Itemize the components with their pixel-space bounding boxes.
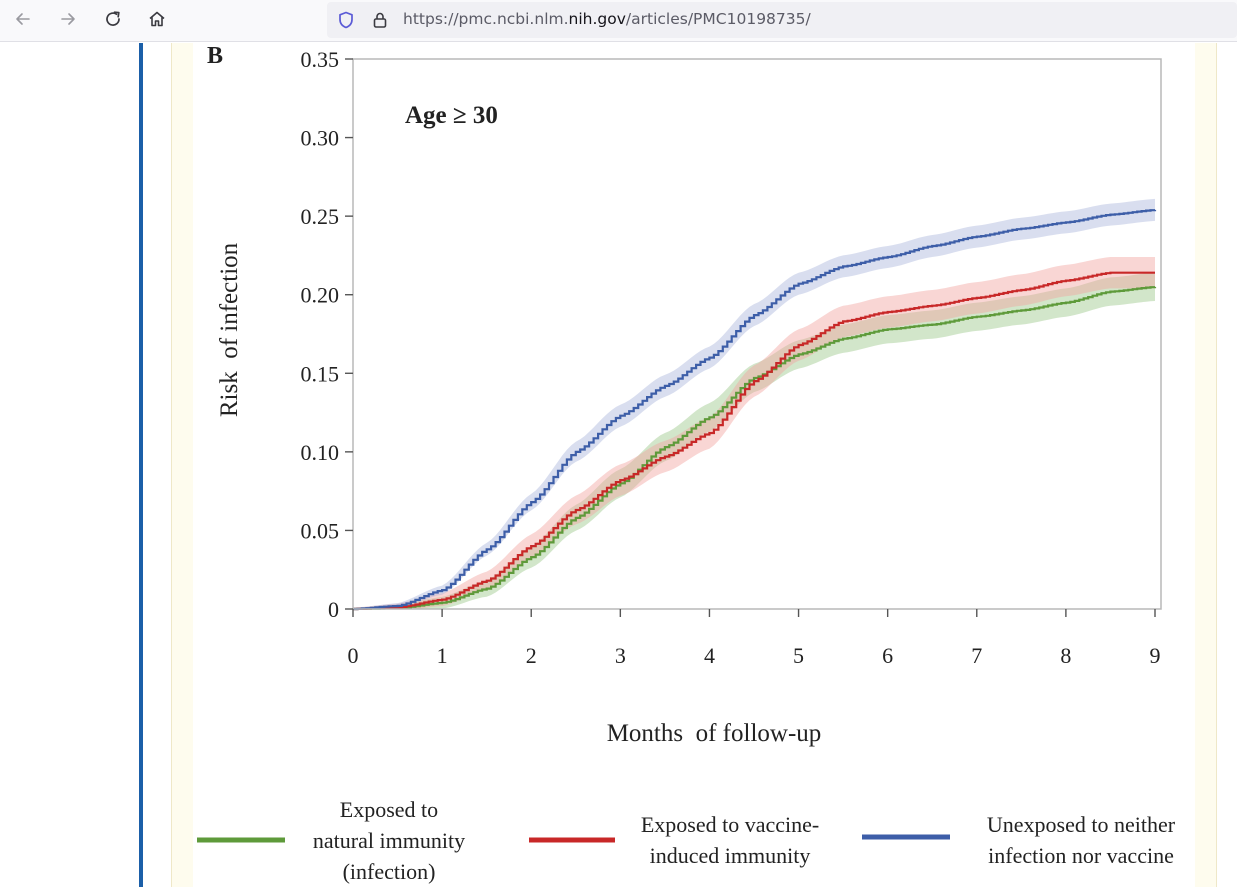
legend-label-1: natural immunity bbox=[313, 828, 465, 853]
x-tick-label: 9 bbox=[1150, 643, 1161, 668]
address-bar[interactable]: https://pmc.ncbi.nlm.nih.gov/articles/PM… bbox=[327, 2, 1237, 38]
x-tick-label: 3 bbox=[615, 643, 626, 668]
url-prefix: https://pmc.ncbi.nlm. bbox=[403, 10, 569, 28]
x-tick-label: 0 bbox=[348, 643, 359, 668]
forward-button[interactable] bbox=[51, 4, 85, 34]
legend-label-3: infection nor vaccine bbox=[988, 843, 1174, 868]
y-tick-label: 0.25 bbox=[301, 204, 340, 229]
x-tick-label: 2 bbox=[526, 643, 537, 668]
home-icon bbox=[149, 11, 165, 27]
lock-icon[interactable] bbox=[370, 10, 390, 30]
legend-label-2: Exposed to vaccine- bbox=[641, 812, 819, 837]
x-tick-label: 7 bbox=[971, 643, 982, 668]
series-line-3 bbox=[353, 209, 1157, 611]
y-tick-label: 0.20 bbox=[301, 283, 340, 308]
figure-image: B Age ≥ 30 0 0.05 0.10 0.15 0.20 0.25 0.30 0.35… bbox=[193, 43, 1195, 887]
left-accent-bar bbox=[139, 43, 143, 887]
shield-icon[interactable] bbox=[336, 10, 356, 30]
reload-button[interactable] bbox=[96, 4, 130, 34]
url-domain: nih.gov bbox=[568, 10, 626, 28]
legend-label-3: Unexposed to neither bbox=[987, 812, 1176, 837]
y-tick-label: 0.05 bbox=[301, 518, 340, 543]
y-axis-label: Risk of infection bbox=[216, 242, 243, 417]
legend-label-2: induced immunity bbox=[650, 843, 811, 868]
x-tick-label: 5 bbox=[793, 643, 804, 668]
url-path: /articles/PMC10198735/ bbox=[625, 10, 811, 28]
y-tick-label: 0.10 bbox=[301, 440, 340, 465]
series-line-2 bbox=[353, 271, 1155, 611]
y-tick-label: 0.30 bbox=[301, 126, 340, 151]
x-tick-label: 6 bbox=[882, 643, 893, 668]
legend-label-1: (infection) bbox=[343, 859, 436, 884]
confidence-band-2 bbox=[353, 257, 1155, 609]
page-content: B Age ≥ 30 0 0.05 0.10 0.15 0.20 0.25 0.30 0.35… bbox=[0, 43, 1237, 887]
browser-toolbar: https://pmc.ncbi.nlm.nih.gov/articles/PM… bbox=[0, 0, 1237, 42]
back-arrow-icon bbox=[16, 13, 30, 25]
confidence-band-3 bbox=[353, 198, 1155, 609]
km-chart: B Age ≥ 30 0 0.05 0.10 0.15 0.20 0.25 0.30 0.35… bbox=[197, 43, 1176, 884]
url-text[interactable]: https://pmc.ncbi.nlm.nih.gov/articles/PM… bbox=[403, 10, 811, 28]
home-button[interactable] bbox=[140, 4, 174, 34]
confidence-band-1 bbox=[353, 272, 1155, 609]
x-axis-label: Months of follow-up bbox=[607, 720, 822, 747]
y-tick-label: 0 bbox=[328, 597, 339, 622]
y-tick-label: 0.35 bbox=[301, 47, 340, 72]
panel-label: B bbox=[207, 43, 223, 69]
plot-frame bbox=[352, 58, 1162, 610]
x-tick-label: 4 bbox=[704, 643, 715, 668]
reload-icon bbox=[106, 11, 120, 26]
legend-label-1: Exposed to bbox=[340, 797, 438, 822]
x-tick-label: 1 bbox=[437, 643, 448, 668]
x-tick-label: 8 bbox=[1060, 643, 1071, 668]
y-tick-label: 0.15 bbox=[301, 361, 340, 386]
forward-arrow-icon bbox=[61, 13, 75, 25]
age-annotation: Age ≥ 30 bbox=[405, 102, 498, 129]
back-button[interactable] bbox=[6, 4, 40, 34]
